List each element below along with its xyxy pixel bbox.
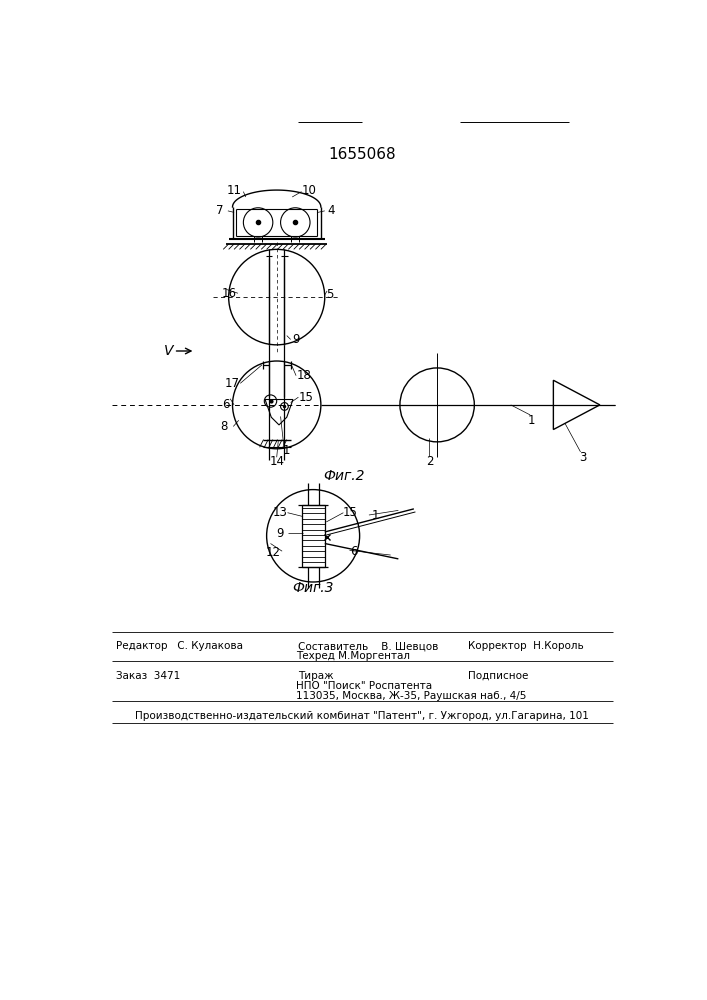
Text: 18: 18	[296, 369, 311, 382]
Text: V: V	[164, 344, 174, 358]
Text: 16: 16	[222, 287, 237, 300]
Text: Подписное: Подписное	[468, 671, 529, 681]
Text: 113035, Москва, Ж-35, Раушская наб., 4/5: 113035, Москва, Ж-35, Раушская наб., 4/5	[296, 691, 527, 701]
Text: 9: 9	[292, 333, 300, 346]
Text: 11: 11	[226, 184, 242, 197]
Text: Техред М.Моргентал: Техред М.Моргентал	[296, 651, 410, 661]
Text: 6: 6	[222, 398, 229, 411]
Text: 3: 3	[579, 451, 587, 464]
Text: 1: 1	[528, 414, 535, 427]
Text: 5: 5	[327, 288, 334, 301]
Text: Тираж: Тираж	[298, 671, 333, 681]
Text: 1: 1	[371, 509, 379, 522]
Text: Производственно-издательский комбинат "Патент", г. Ужгород, ул.Гагарина, 101: Производственно-издательский комбинат "П…	[135, 711, 589, 721]
Text: 13: 13	[272, 506, 287, 519]
Text: Фиг.2: Фиг.2	[323, 469, 365, 483]
Text: Заказ  3471: Заказ 3471	[115, 671, 180, 681]
Text: 4: 4	[327, 204, 334, 217]
Text: 15: 15	[299, 391, 314, 404]
Text: 1655068: 1655068	[328, 147, 396, 162]
Text: 12: 12	[265, 546, 280, 559]
Text: 7: 7	[216, 204, 224, 217]
Text: 10: 10	[302, 184, 317, 197]
Text: 2: 2	[426, 455, 433, 468]
Text: 14: 14	[269, 455, 284, 468]
Text: Составитель    В. Шевцов: Составитель В. Шевцов	[298, 641, 438, 651]
Text: 15: 15	[343, 506, 358, 519]
Text: НПО "Поиск" Роспатента: НПО "Поиск" Роспатента	[296, 681, 432, 691]
Text: Редактор   С. Кулакова: Редактор С. Кулакова	[115, 641, 243, 651]
Text: 1: 1	[282, 444, 290, 457]
Text: 9: 9	[276, 527, 284, 540]
Text: 8: 8	[221, 420, 228, 433]
Text: 6: 6	[351, 545, 358, 558]
Text: Фиг.3: Фиг.3	[293, 581, 334, 595]
Text: Корректор  Н.Король: Корректор Н.Король	[468, 641, 584, 651]
Text: 17: 17	[224, 377, 239, 390]
